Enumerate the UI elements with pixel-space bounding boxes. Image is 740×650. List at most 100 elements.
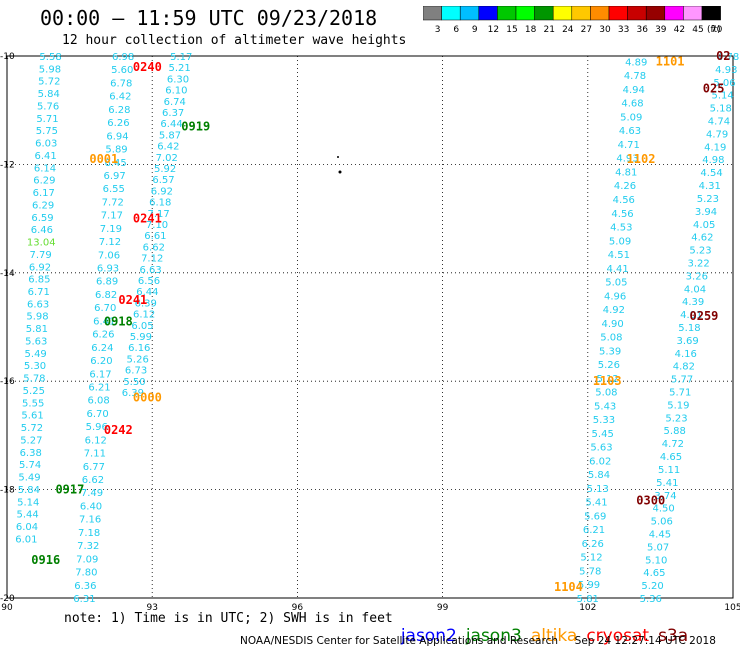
wave-height-point: 5.49 — [25, 349, 47, 360]
wave-height-point: 5.63 — [25, 336, 47, 347]
wave-height-point: 6.63 — [27, 299, 49, 310]
y-tick-label: -12 — [0, 160, 15, 170]
wave-height-point: 4.54 — [700, 168, 722, 179]
wave-height-point: 6.28 — [108, 105, 130, 116]
wave-height-point: 6.82 — [95, 290, 117, 301]
wave-height-point: 5.43 — [594, 401, 616, 412]
wave-height-point: 6.30 — [167, 74, 189, 85]
wave-height-point: 4.51 — [608, 250, 630, 261]
wave-height-point: 4.79 — [706, 129, 728, 140]
colorbar-label: 3 — [435, 25, 441, 35]
wave-height-point: 7.80 — [75, 568, 97, 579]
wave-height-point: 6.12 — [133, 310, 155, 321]
wave-height-point: 5.84 — [588, 470, 610, 481]
wave-height-point: 6.62 — [82, 475, 104, 486]
pass-time-label: 0300 — [636, 493, 665, 507]
wave-height-point: 5.96 — [86, 422, 108, 433]
legend-cryosat: cryosat — [586, 626, 650, 646]
wave-height-point: 4.74 — [708, 117, 730, 128]
wave-height-point: 6.24 — [91, 343, 113, 354]
wave-height-point: 4.92 — [603, 305, 625, 316]
color-scale-legend: 3 6 9 12 15 18 21 24 27 30 33 36 39 42 45 70(ft) — [423, 6, 723, 35]
wave-height-point: 6.10 — [165, 86, 187, 97]
wave-height-point: 6.05 — [131, 321, 153, 332]
wave-height-point: 5.74 — [19, 460, 41, 471]
wave-height-point: 5.88 — [664, 426, 686, 437]
wave-height-point: 6.39 — [135, 298, 157, 309]
wave-height-point: 5.17 — [170, 52, 192, 63]
wave-height-point: 6.71 — [28, 287, 50, 298]
wave-height-point: 5.44 — [16, 510, 38, 521]
wave-height-point: 6.78 — [110, 78, 132, 89]
pass-time-label: 02 — [716, 49, 730, 63]
wave-height-point: 6.94 — [106, 131, 128, 142]
wave-height-point: 5.12 — [580, 553, 602, 564]
wave-height-point: 4.78 — [624, 71, 646, 82]
y-tick-label: -10 — [0, 52, 15, 62]
legend-s3a: s3a — [658, 626, 689, 646]
wave-height-point: 4.93 — [616, 154, 638, 165]
plot-frame — [6, 55, 734, 599]
wave-height-point: 5.55 — [22, 398, 44, 409]
wave-height-point: 6.38 — [20, 448, 42, 459]
wave-height-point: 4.98 — [702, 155, 724, 166]
wave-height-point: 5.06 — [713, 78, 735, 89]
wave-height-point: 5.89 — [105, 145, 127, 156]
wave-height-point: 4.96 — [604, 291, 626, 302]
wave-height-point: 4.56 — [611, 209, 633, 220]
wave-height-point: 5.50 — [123, 377, 145, 388]
wave-height-point: 6.39 — [122, 388, 144, 399]
wave-height-point: 6.21 — [88, 382, 110, 393]
wave-height-point: 7.49 — [81, 488, 103, 499]
wave-height-point: 6.41 — [93, 316, 115, 327]
wave-height-point: 4.90 — [601, 319, 623, 330]
pass-time-label: 0241 — [118, 293, 147, 307]
colorbar-label: 36 — [636, 25, 648, 35]
colorbar-label: 42 — [674, 25, 685, 35]
x-tick-label: 96 — [292, 603, 304, 613]
wave-height-point: 4.39 — [682, 297, 704, 308]
wave-height-point: 5.98 — [39, 64, 61, 75]
wave-height-point: 7.02 — [156, 153, 178, 164]
colorbar-label: 6 — [453, 25, 459, 35]
pass-time-label: 0000 — [133, 390, 162, 404]
wave-height-point: 4.89 — [625, 57, 647, 68]
y-tick-label: -20 — [0, 594, 15, 604]
wave-height-point: 4.19 — [704, 142, 726, 153]
legend-jason2: jason2 — [400, 626, 457, 646]
pass-time-label: 1104 — [554, 580, 583, 594]
wave-height-point: 4.50 — [652, 504, 674, 515]
x-tick-label: 102 — [579, 603, 596, 613]
wave-height-point: 5.58 — [39, 52, 61, 63]
wave-height-point: 5.39 — [599, 346, 621, 357]
wave-height-point: 5.30 — [24, 361, 46, 372]
wave-height-point: 7.17 — [101, 211, 123, 222]
colorbar-label: 33 — [618, 25, 629, 35]
wave-height-point: 5.71 — [36, 114, 58, 125]
wave-height-point: 7.06 — [98, 250, 120, 261]
wave-height-point: 5.36 — [640, 594, 662, 605]
pass-time-label: 1103 — [593, 374, 622, 388]
wave-height-point: 5.69 — [584, 511, 606, 522]
wave-height-point: 6.97 — [104, 171, 126, 182]
wave-height-point: 5.07 — [647, 542, 669, 553]
wave-height-point: 3.94 — [695, 207, 717, 218]
wave-height-point: 5.78 — [579, 566, 601, 577]
credit-line: NOAA/NESDIS Center for Satellite Applica… — [240, 635, 716, 647]
wave-height-point: 5.05 — [605, 278, 627, 289]
wave-height-point: 6.40 — [80, 501, 102, 512]
x-tick-label: 90 — [1, 603, 13, 613]
wave-height-point: 6.26 — [107, 118, 129, 129]
wave-height-point: 5.61 — [21, 411, 43, 422]
wave-height-point: 6.20 — [90, 356, 112, 367]
wave-height-point: 7.19 — [100, 224, 122, 235]
wave-height-point: 6.56 — [138, 276, 160, 287]
wave-height-point: 6.59 — [31, 213, 53, 224]
wave-height-point: 5.20 — [641, 581, 663, 592]
colorbar-label: 24 — [562, 25, 574, 35]
wave-height-point: 6.29 — [33, 176, 55, 187]
wave-height-point: 6.45 — [104, 158, 126, 169]
wave-height-point: 5.09 — [620, 112, 642, 123]
wave-height-point: 5.19 — [667, 400, 689, 411]
